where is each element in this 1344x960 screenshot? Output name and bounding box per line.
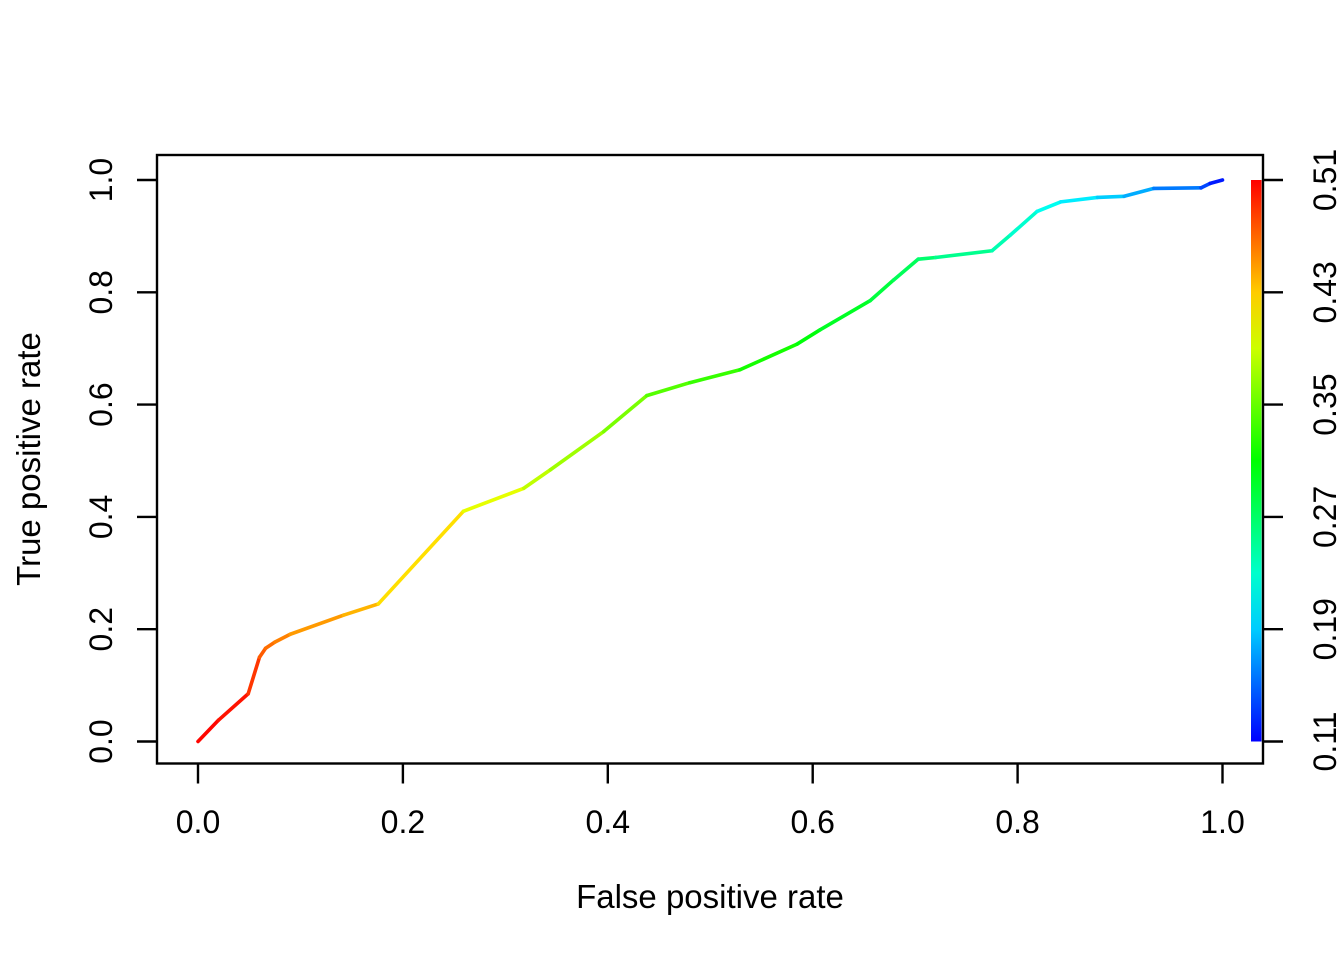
x-tick-label: 0.4 <box>586 804 630 840</box>
roc-curve-segment <box>933 248 994 260</box>
roc-curve-segment <box>461 486 526 514</box>
x-axis-title: False positive rate <box>576 878 844 915</box>
roc-curve-segment <box>521 467 553 491</box>
roc-curve-segment <box>601 393 649 434</box>
roc-curve-segment <box>376 509 466 606</box>
roc-curve-segment <box>916 255 938 261</box>
roc-curve-segment <box>1058 195 1100 204</box>
roc-curve-segment <box>196 718 221 744</box>
colorbar-tick-label: 0.43 <box>1307 261 1343 323</box>
roc-curve-segment <box>644 380 692 398</box>
y-tick-label: 0.0 <box>83 719 119 763</box>
roc-curve-segment <box>738 342 800 372</box>
y-tick-label: 0.8 <box>83 270 119 314</box>
roc-curve-segment <box>990 233 1013 253</box>
roc-curve-segment <box>818 298 872 332</box>
roc-curve-segment <box>1208 178 1225 186</box>
colorbar-tick-label: 0.35 <box>1307 373 1343 435</box>
roc-curve-segment <box>868 278 896 303</box>
colorbar-tick-label: 0.51 <box>1307 149 1343 211</box>
x-tick-label: 0.6 <box>790 804 834 840</box>
colorbar-tick-label: 0.11 <box>1307 712 1343 772</box>
roc-curve-segment <box>548 429 606 472</box>
roc-curve-segment <box>273 632 293 644</box>
x-tick-label: 0.0 <box>176 804 220 840</box>
x-tick-label: 1.0 <box>1200 804 1244 840</box>
roc-curve-segment <box>263 640 277 651</box>
roc-curve-segment <box>216 691 251 722</box>
y-axis-title: True positive rate <box>10 332 47 586</box>
colorbar-tick-label: 0.27 <box>1307 486 1343 548</box>
roc-curve-segment <box>687 367 742 385</box>
roc-curve-segment <box>246 655 262 696</box>
roc-curve-segment <box>257 646 268 660</box>
chart-dynamic-layer: 0.0 0.2 0.4 0.6 0.8 1.0 0.0 0.2 0.4 0.6 0.8 1.0 0.51… <box>83 149 1343 840</box>
plot-box <box>155 153 1265 765</box>
colorbar-tick-label: 0.19 <box>1307 598 1343 660</box>
y-tick-label: 0.4 <box>83 495 119 539</box>
y-tick-label: 0.2 <box>83 607 119 651</box>
y-tick-label: 1.0 <box>83 158 119 202</box>
roc-curve-segment <box>1152 186 1203 191</box>
roc-curve-segment <box>288 613 346 637</box>
x-tick-label: 0.8 <box>995 804 1039 840</box>
roc-curve-segment <box>1095 194 1126 200</box>
colorbar <box>1251 180 1262 742</box>
y-tick-label: 0.6 <box>83 382 119 426</box>
roc-curve-segment <box>1008 209 1039 237</box>
x-tick-label: 0.2 <box>381 804 425 840</box>
roc-curve-segment <box>795 328 822 346</box>
roc-curve-segment <box>341 602 381 617</box>
roc-curve-segment <box>1035 200 1063 214</box>
roc-curve-segment <box>891 257 921 282</box>
roc-curve-segment <box>1122 186 1156 199</box>
